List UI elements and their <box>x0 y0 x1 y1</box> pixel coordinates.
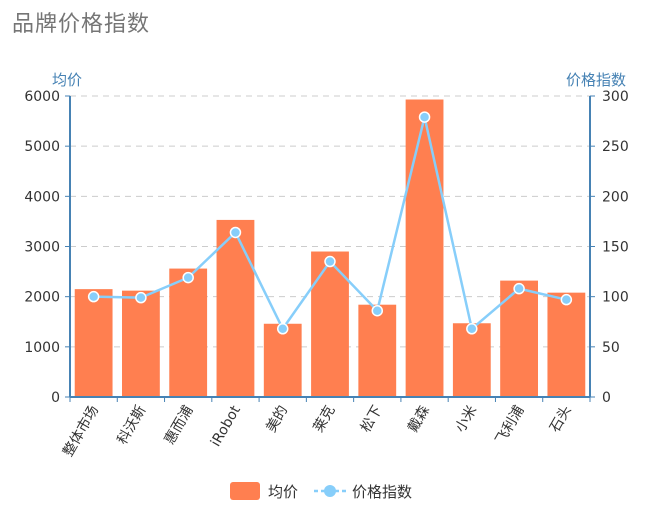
line-point <box>466 323 478 335</box>
y-right-axis-label: 价格指数 <box>566 71 626 89</box>
bar <box>263 323 302 397</box>
line-point <box>276 323 289 335</box>
y-left-axis-label: 均价 <box>52 71 82 89</box>
x-tick-label: 戴森 <box>405 403 433 435</box>
bar <box>216 219 255 397</box>
line-point <box>135 291 147 304</box>
x-tick-label: 美的 <box>263 403 291 435</box>
line-point <box>229 226 242 239</box>
bar <box>405 99 444 398</box>
line-point <box>324 255 336 268</box>
y-right-tick-label: 200 <box>602 189 629 205</box>
x-tick-label: 飞利浦 <box>493 403 528 447</box>
y-left-tick-label: 5000 <box>24 139 60 155</box>
x-tick-label: 整体市场 <box>59 403 102 460</box>
y-left-tick-label: 4000 <box>24 189 60 205</box>
y-right-tick-label: 300 <box>602 89 629 105</box>
line-point <box>182 271 194 284</box>
legend-swatch-point <box>324 485 336 497</box>
x-tick-label: 石头 <box>547 403 575 435</box>
x-tick-label: 松下 <box>358 403 386 435</box>
line-point <box>371 304 384 317</box>
line-point <box>418 111 431 123</box>
x-tick-label: 科沃斯 <box>115 403 150 447</box>
line-point <box>87 290 100 303</box>
bar <box>547 292 586 397</box>
bar <box>74 289 113 397</box>
y-right-tick-label: 250 <box>602 139 629 155</box>
legend-label: 均价 <box>268 483 298 501</box>
x-tick-label: 惠而浦 <box>162 403 197 447</box>
x-tick-label: 小米 <box>452 403 480 435</box>
x-tick-label: 莱克 <box>311 403 339 435</box>
bar <box>311 251 349 397</box>
line-point <box>560 293 573 306</box>
x-tick-label: iRobot <box>208 403 244 450</box>
y-left-tick-label: 6000 <box>24 89 60 105</box>
chart-title: 品牌价格指数 <box>12 12 151 37</box>
y-right-tick-label: 150 <box>602 240 629 256</box>
bar <box>452 323 491 397</box>
line-point <box>513 282 525 295</box>
y-left-tick-label: 2000 <box>24 290 60 306</box>
bar <box>169 268 208 397</box>
legend-label: 价格指数 <box>352 483 412 501</box>
y-right-tick-label: 50 <box>602 340 620 356</box>
y-right-tick-label: 100 <box>602 290 629 306</box>
bar <box>122 290 160 397</box>
y-right-tick-label: 0 <box>602 390 611 406</box>
legend-swatch-bar <box>230 482 260 500</box>
bar <box>358 304 397 397</box>
bar <box>500 280 538 397</box>
y-left-tick-label: 0 <box>51 390 60 406</box>
y-left-tick-label: 1000 <box>24 340 60 356</box>
y-left-tick-label: 3000 <box>24 240 60 256</box>
